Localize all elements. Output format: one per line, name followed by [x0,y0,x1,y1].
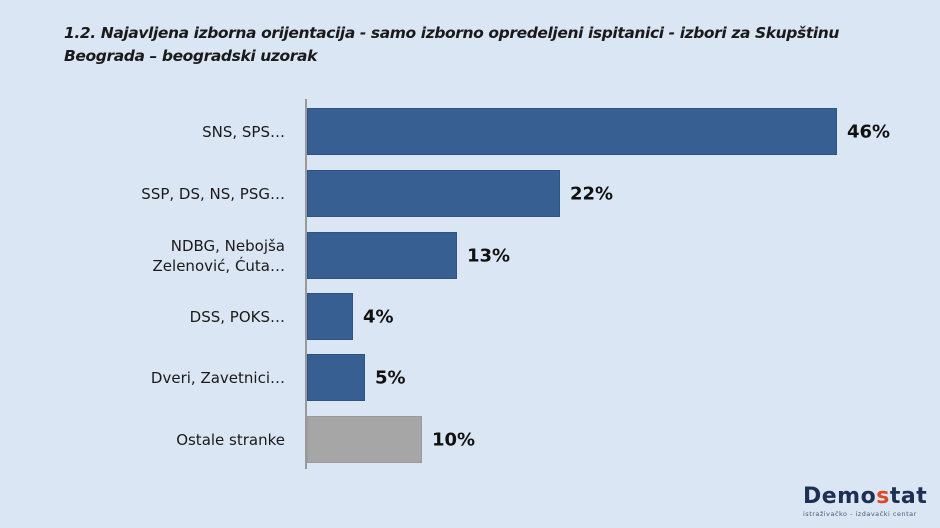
bar-label: Ostale stranke [176,430,285,449]
bar-label: Dveri, Zavetnici… [150,368,285,387]
bar-value-label: 4% [363,306,394,327]
bar [307,416,422,463]
bar [307,293,353,340]
chart-title: 1.2. Najavljena izborna orijentacija - s… [64,24,840,65]
bar-label: NDBG, Nebojša Zelenović, Ćuta… [152,236,285,275]
bar-value-label: 13% [467,245,511,266]
bar [307,170,560,217]
bar [307,354,365,401]
bar-row: SSP, DS, NS, PSG… 22% [0,170,940,217]
bar-value-label: 46% [847,121,891,142]
logo-wordmark: Demostat [803,484,928,509]
bar-value-label: 10% [432,429,476,450]
bar-row: DSS, POKS… 4% [0,293,940,340]
bar-row: Dveri, Zavetnici… 5% [0,354,940,401]
bar [307,232,457,279]
category-axis-line [305,99,307,469]
bar-value-label: 5% [375,367,406,388]
logo-tagline: istraživačko - izdavački centar [803,510,917,518]
bar-row: SNS, SPS… 46% [0,108,940,155]
bar-label: SNS, SPS… [202,122,285,141]
demostat-logo: Demostat istraživačko - izdavački centar [803,484,928,519]
bar [307,108,837,155]
bar-label: DSS, POKS… [189,307,285,326]
bar-label: SSP, DS, NS, PSG… [141,184,285,203]
bar-value-label: 22% [570,183,614,204]
bar-row: Ostale stranke 10% [0,416,940,463]
bar-row: NDBG, Nebojša Zelenović, Ćuta… 13% [0,232,940,279]
